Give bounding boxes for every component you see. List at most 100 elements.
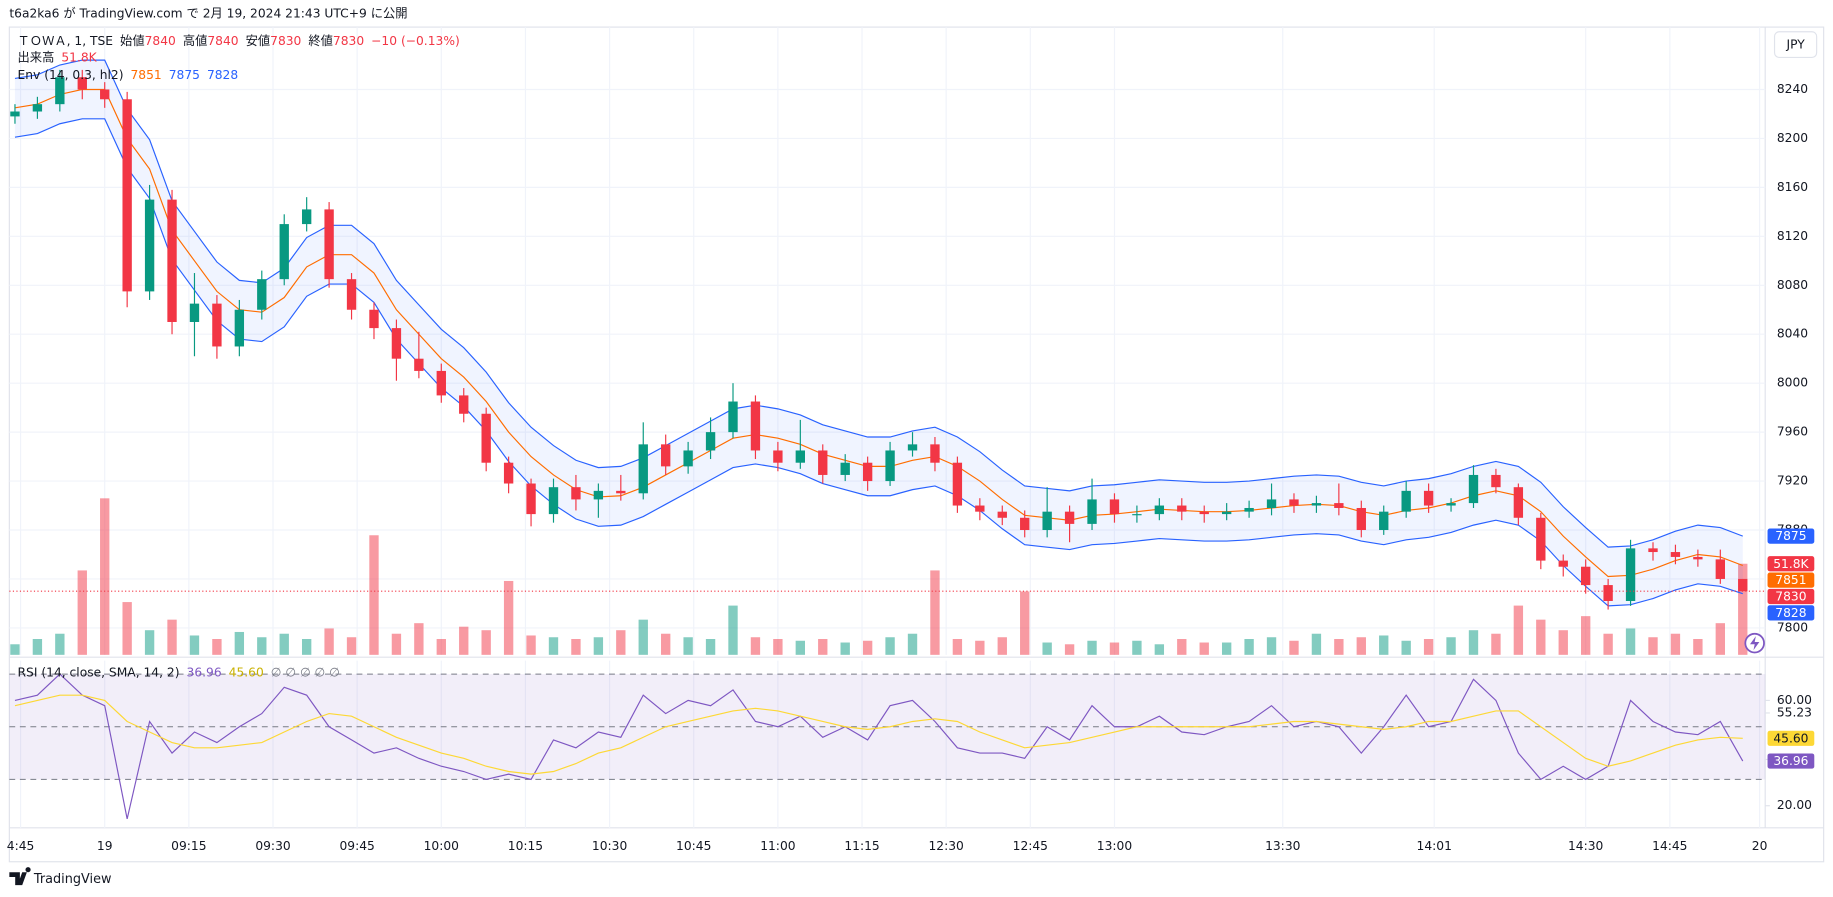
x-tick-label: 10:30 bbox=[592, 839, 627, 853]
legend-line: 出来高 51.8K bbox=[18, 50, 98, 64]
candle-body bbox=[1154, 505, 1165, 515]
volume-bar bbox=[1446, 637, 1456, 655]
candle-body bbox=[1603, 585, 1613, 601]
ohlc-label: 高値 bbox=[183, 33, 208, 48]
candle-body bbox=[930, 444, 940, 463]
candle-body bbox=[795, 450, 806, 463]
volume-bar bbox=[1468, 630, 1479, 655]
alert-bolt[interactable] bbox=[1750, 636, 1760, 651]
x-tick-label: 09:15 bbox=[171, 839, 206, 853]
volume-bar bbox=[616, 630, 626, 655]
y-tick-label: 8160 bbox=[1777, 180, 1808, 194]
candle-body bbox=[414, 358, 424, 371]
volume-bar bbox=[1648, 637, 1658, 655]
volume-bar bbox=[1244, 639, 1254, 655]
volume-bar bbox=[548, 637, 559, 655]
candle-body bbox=[840, 462, 850, 475]
candle-body bbox=[346, 279, 357, 310]
candle-body bbox=[1042, 511, 1052, 531]
value-box-label: 51.8K bbox=[1773, 557, 1809, 571]
x-tick-label: 10:15 bbox=[508, 839, 543, 853]
x-tick-label: 14:30 bbox=[1568, 839, 1603, 853]
brand-name: TradingView bbox=[33, 872, 112, 887]
ohlc-label: 安値 bbox=[246, 33, 271, 48]
volume-bar bbox=[144, 630, 155, 655]
value-box bbox=[1767, 605, 1815, 621]
volume-bar bbox=[122, 602, 132, 655]
candle-body bbox=[1581, 566, 1591, 586]
candle-body bbox=[77, 77, 87, 90]
volume-bar bbox=[930, 570, 940, 655]
legend-line: Env (14, 0.3, hl2) 7851 7875 7828 bbox=[18, 68, 239, 82]
volume-bar bbox=[77, 570, 87, 655]
y-tick-label: 7920 bbox=[1777, 474, 1808, 488]
volume-bar bbox=[1311, 633, 1322, 655]
volume-bar bbox=[369, 535, 379, 655]
value-box-label: 7875 bbox=[1775, 529, 1806, 543]
ohlc-value: 7830 bbox=[333, 34, 364, 48]
volume-bar bbox=[301, 639, 312, 655]
volume-bar bbox=[1379, 635, 1389, 655]
volume-bar bbox=[683, 637, 693, 655]
volume-bar bbox=[862, 640, 873, 655]
candle-body bbox=[10, 111, 20, 117]
candle-body bbox=[1670, 552, 1681, 557]
legend: ＴＯＷＡ, 1, TSE 始値7840 高値7840 安値7830 終値7830 −10 … bbox=[18, 33, 460, 679]
x-tick-label: 11:00 bbox=[760, 839, 795, 853]
volume-bar bbox=[750, 637, 761, 655]
x-tick-label: 11:15 bbox=[844, 839, 879, 853]
x-tick-label: 14:01 bbox=[1417, 839, 1452, 853]
envelope-upper-value: 7875 bbox=[169, 68, 200, 82]
candle-body bbox=[1334, 503, 1344, 508]
y-tick-label: 7800 bbox=[1777, 620, 1808, 634]
alert-icon[interactable] bbox=[1744, 632, 1765, 654]
rsi-sma-value: 45.60 bbox=[229, 665, 264, 679]
brand-logo bbox=[9, 867, 31, 886]
envelope-lower-value: 7828 bbox=[207, 68, 238, 82]
candle-body bbox=[436, 370, 446, 396]
y-tick-label: 8080 bbox=[1777, 278, 1808, 292]
volume-bar bbox=[773, 639, 783, 655]
candle-body bbox=[705, 432, 716, 451]
candle-body bbox=[144, 199, 155, 292]
candle-body bbox=[1289, 499, 1299, 506]
volume-bar bbox=[1289, 640, 1299, 655]
currency-label[interactable]: JPY bbox=[1785, 38, 1805, 52]
volume-bar bbox=[840, 642, 850, 655]
candle-body bbox=[257, 279, 267, 310]
candle-body bbox=[459, 395, 469, 414]
candle-body bbox=[1199, 511, 1209, 515]
volume-bar bbox=[167, 619, 177, 655]
candle-body bbox=[279, 224, 289, 280]
volume-bar bbox=[1199, 642, 1209, 655]
volume-bar bbox=[1603, 633, 1613, 655]
volume-bar bbox=[997, 637, 1007, 655]
volume-bar bbox=[1423, 639, 1434, 655]
envelope-mid bbox=[14, 88, 1743, 578]
x-tick-label: 20 bbox=[1752, 839, 1768, 853]
candle-body bbox=[1423, 490, 1434, 506]
volume-bar bbox=[481, 630, 491, 655]
currency-button[interactable] bbox=[1773, 31, 1818, 59]
y-tick-label: 8200 bbox=[1777, 131, 1808, 145]
value-box-label: 7828 bbox=[1775, 606, 1806, 620]
y-tick-label: 8000 bbox=[1777, 376, 1808, 390]
envelope-mid-value: 7851 bbox=[131, 68, 162, 82]
value-box-label: 45.60 bbox=[1773, 731, 1808, 745]
volume-bar bbox=[1064, 644, 1075, 655]
candle-body bbox=[1311, 503, 1322, 506]
candle-body bbox=[1715, 559, 1725, 579]
candle-body bbox=[1020, 517, 1030, 531]
volume-bar bbox=[1154, 644, 1165, 655]
volume-bar bbox=[346, 637, 357, 655]
volume-bar bbox=[436, 639, 446, 655]
volume-bar bbox=[1513, 605, 1524, 655]
y-tick-label: 7960 bbox=[1777, 425, 1808, 439]
volume-bar bbox=[1581, 616, 1591, 655]
candle-body bbox=[661, 444, 671, 467]
volume-bar bbox=[1356, 637, 1366, 655]
candle-body bbox=[975, 505, 985, 512]
value-box bbox=[1767, 556, 1815, 572]
x-tick-label: 14:45 bbox=[1652, 839, 1687, 853]
candle-body bbox=[1693, 556, 1703, 560]
